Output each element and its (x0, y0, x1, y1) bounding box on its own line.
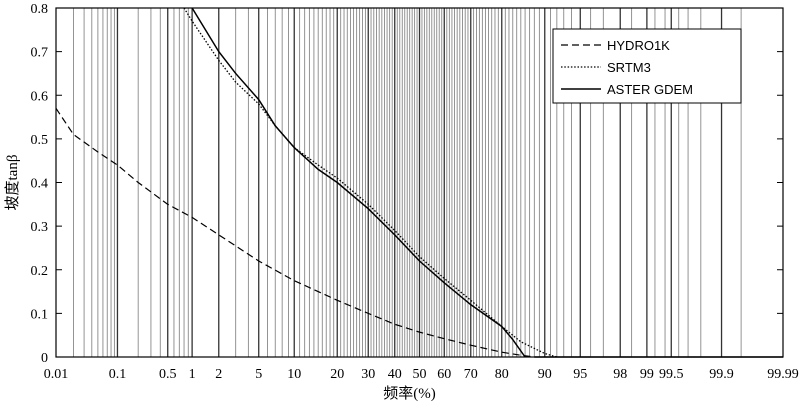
plot-frame (55, 7, 784, 358)
x-tick-label: 0.1 (109, 367, 127, 382)
legend-label: ASTER GDEM (607, 82, 693, 97)
y-tick-label: 0.4 (31, 177, 49, 192)
x-tick-label: 95 (573, 367, 587, 382)
y-tick-label: 0.5 (31, 133, 49, 148)
x-tick-label: 90 (538, 367, 552, 382)
x-tick-label: 10 (287, 367, 301, 382)
x-tick-label: 0.01 (44, 367, 69, 382)
x-tick-label: 60 (437, 367, 451, 382)
y-tick-label: 0.2 (31, 264, 49, 279)
x-tick-label: 99 (640, 367, 654, 382)
y-axis-label: 坡度tanβ (4, 155, 21, 211)
series-line (191, 7, 526, 358)
y-tick-label: 0.3 (31, 220, 49, 235)
x-tick-label: 40 (388, 367, 402, 382)
x-tick-label: 98 (613, 367, 627, 382)
x-tick-label: 99.5 (659, 367, 684, 382)
x-tick-label: 50 (413, 367, 427, 382)
x-tick-label: 70 (464, 367, 478, 382)
series-line (183, 7, 558, 358)
x-axis-label: 频率(%) (383, 385, 436, 402)
y-tick-label: 0.7 (31, 46, 49, 61)
x-tick-label: 99.9 (709, 367, 734, 382)
x-tick-label: 80 (495, 367, 509, 382)
x-tick-label: 0.5 (159, 367, 177, 382)
x-tick-label: 30 (361, 367, 375, 382)
x-tick-label: 5 (255, 367, 262, 382)
y-tick-label: 0 (41, 351, 48, 366)
series-line (55, 108, 535, 358)
legend: HYDRO1K SRTM3 ASTER GDEM (552, 28, 742, 104)
y-tick-label: 0.1 (31, 307, 49, 322)
legend-label: SRTM3 (607, 60, 651, 75)
legend-box (552, 28, 742, 104)
legend-label: HYDRO1K (607, 38, 670, 53)
x-tick-label: 20 (330, 367, 344, 382)
y-tick-label: 0.6 (31, 89, 49, 104)
x-tick-label: 2 (215, 367, 222, 382)
x-tick-label: 99.99 (767, 367, 799, 382)
x-tick-label: 1 (189, 367, 196, 382)
y-tick-label: 0.8 (31, 2, 49, 17)
